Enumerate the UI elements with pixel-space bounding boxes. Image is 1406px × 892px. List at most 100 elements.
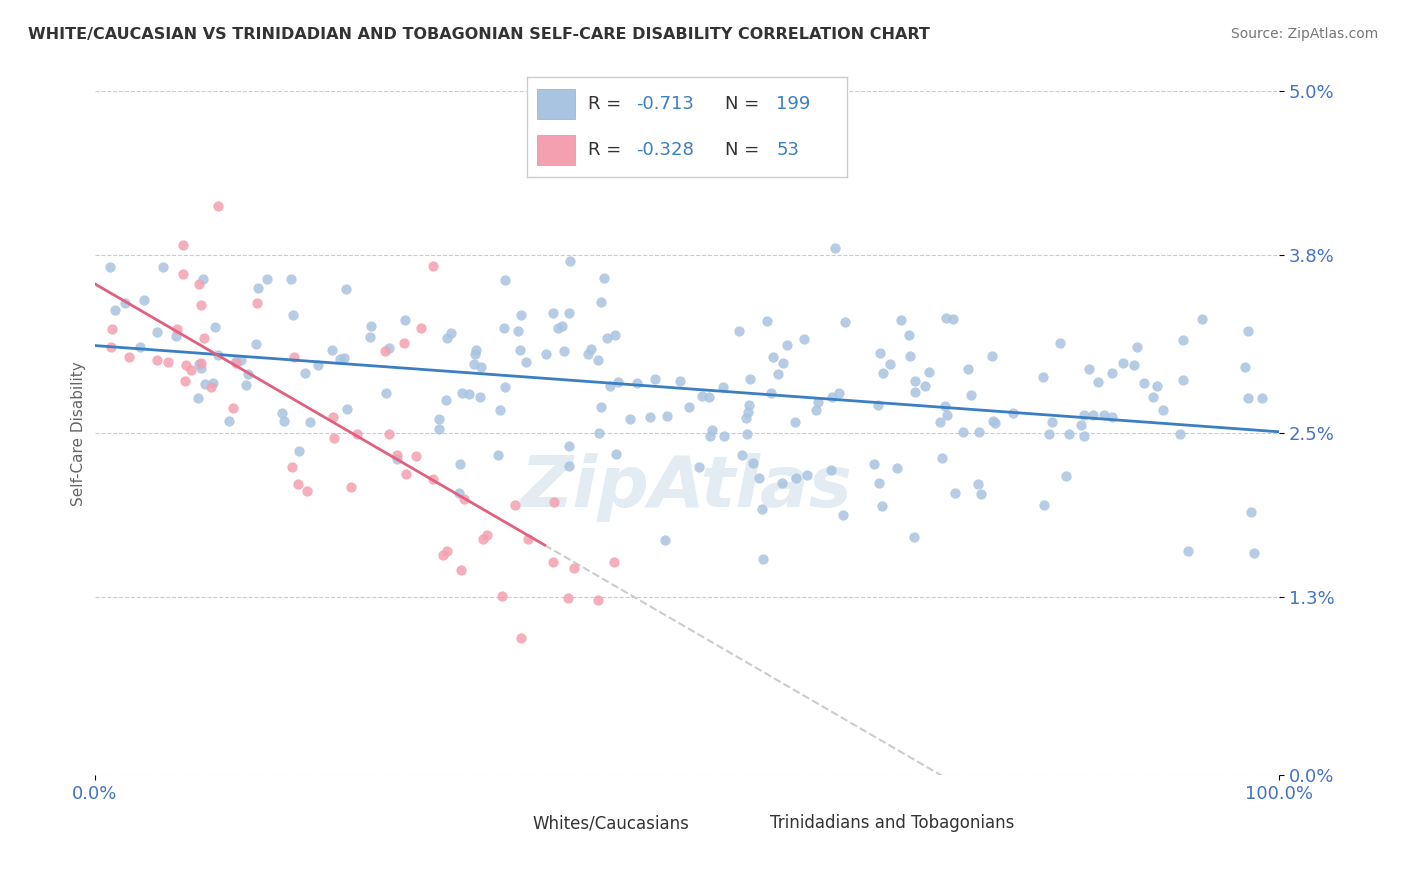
- Point: [422, 472, 444, 486]
- Point: [619, 411, 641, 425]
- Point: [193, 331, 215, 345]
- Point: [605, 447, 627, 461]
- Point: [1123, 358, 1146, 372]
- Point: [903, 531, 925, 545]
- Point: [1152, 403, 1174, 417]
- Point: [678, 400, 700, 414]
- Point: [173, 374, 195, 388]
- Point: [928, 415, 950, 429]
- Point: [432, 548, 454, 562]
- Point: [156, 355, 179, 369]
- Point: [898, 350, 921, 364]
- Point: [321, 343, 343, 358]
- Point: [245, 337, 267, 351]
- Point: [1087, 375, 1109, 389]
- Point: [322, 431, 344, 445]
- Point: [1112, 356, 1135, 370]
- Point: [218, 414, 240, 428]
- Point: [869, 346, 891, 360]
- Point: [322, 410, 344, 425]
- Point: [759, 386, 782, 401]
- Point: [1032, 370, 1054, 384]
- Point: [510, 308, 533, 322]
- Point: [204, 319, 226, 334]
- Point: [699, 429, 721, 443]
- Point: [1170, 427, 1192, 442]
- Point: [699, 390, 721, 404]
- Point: [360, 318, 382, 333]
- Point: [434, 392, 457, 407]
- Point: [494, 273, 516, 287]
- Point: [104, 302, 127, 317]
- Point: [638, 409, 661, 424]
- Point: [952, 425, 974, 440]
- Point: [1237, 324, 1260, 338]
- Point: [807, 395, 830, 409]
- Point: [654, 533, 676, 547]
- Point: [983, 417, 1005, 431]
- Point: [427, 412, 450, 426]
- Point: [1126, 340, 1149, 354]
- Point: [1237, 391, 1260, 405]
- Point: [737, 399, 759, 413]
- Point: [1132, 376, 1154, 391]
- Point: [238, 367, 260, 381]
- Point: [602, 555, 624, 569]
- Point: [980, 350, 1002, 364]
- Point: [172, 237, 194, 252]
- Point: [592, 271, 614, 285]
- Point: [491, 589, 513, 603]
- Point: [1002, 406, 1025, 420]
- Point: [738, 372, 761, 386]
- Point: [904, 374, 927, 388]
- Point: [146, 353, 169, 368]
- Point: [595, 331, 617, 345]
- Point: [550, 318, 572, 333]
- Point: [1177, 543, 1199, 558]
- Point: [436, 331, 458, 345]
- Point: [509, 343, 531, 357]
- Point: [202, 376, 225, 391]
- Point: [1070, 417, 1092, 432]
- Point: [1243, 546, 1265, 560]
- Point: [731, 448, 754, 462]
- Point: [918, 365, 941, 379]
- Point: [395, 467, 418, 481]
- Point: [287, 477, 309, 491]
- Bar: [728, 810, 758, 833]
- Point: [464, 347, 486, 361]
- Point: [737, 404, 759, 418]
- Point: [713, 380, 735, 394]
- Point: [1191, 312, 1213, 326]
- Point: [283, 350, 305, 364]
- Point: [374, 343, 396, 358]
- Point: [828, 386, 851, 401]
- Point: [506, 324, 529, 338]
- Point: [872, 500, 894, 514]
- Text: ZipAtlas: ZipAtlas: [522, 453, 853, 523]
- Point: [960, 387, 983, 401]
- Point: [392, 335, 415, 350]
- Point: [385, 448, 408, 462]
- Point: [166, 321, 188, 335]
- Point: [427, 422, 450, 436]
- Point: [1101, 366, 1123, 380]
- Point: [225, 354, 247, 368]
- Point: [273, 414, 295, 428]
- Point: [558, 253, 581, 268]
- Point: [451, 386, 474, 401]
- Point: [297, 483, 319, 498]
- Text: WHITE/CAUCASIAN VS TRINIDADIAN AND TOBAGONIAN SELF-CARE DISABILITY CORRELATION C: WHITE/CAUCASIAN VS TRINIDADIAN AND TOBAG…: [28, 27, 929, 42]
- Point: [824, 241, 846, 255]
- Point: [834, 315, 856, 329]
- Point: [117, 350, 139, 364]
- Point: [470, 359, 492, 374]
- Point: [172, 267, 194, 281]
- Point: [914, 379, 936, 393]
- Text: Whites/Caucasians: Whites/Caucasians: [533, 814, 690, 832]
- Point: [101, 322, 124, 336]
- Point: [335, 282, 357, 296]
- Point: [270, 406, 292, 420]
- Point: [1146, 379, 1168, 393]
- Point: [222, 401, 245, 415]
